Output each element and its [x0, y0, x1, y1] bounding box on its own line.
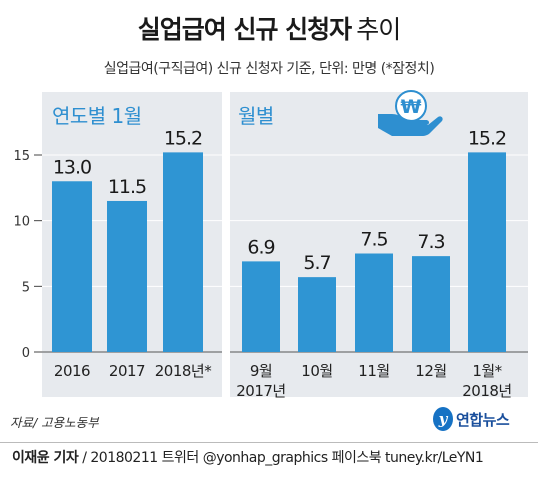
- title-main: 실업급여 신규 신청자: [137, 15, 352, 44]
- yonhap-logo-text: 연합뉴스: [456, 410, 510, 429]
- footer-rest: / 20180211 트위터 @yonhap_graphics 페이스북 tun…: [78, 450, 484, 466]
- won-coin-on-hand-icon: ₩: [378, 90, 443, 136]
- footer-divider: [0, 442, 538, 443]
- bar-monthly: [355, 253, 393, 352]
- x-tick-label: 2018년: [462, 382, 511, 400]
- bar-yearly: [163, 152, 203, 352]
- y-tick-label: 10: [13, 215, 30, 230]
- x-tick-label: 1월*: [472, 362, 502, 380]
- bar-monthly: [468, 152, 506, 352]
- data-label: 11.5: [108, 176, 146, 198]
- data-label: 15.2: [468, 127, 506, 149]
- data-label: 5.7: [303, 252, 330, 274]
- footer-credit: 이재윤 기자 / 20180211 트위터 @yonhap_graphics 페…: [12, 447, 484, 467]
- bar-monthly: [298, 277, 336, 352]
- chart-title: 실업급여 신규 신청자 추이: [0, 10, 538, 46]
- chart-canvas: 0 5 10 15 13.0 2016 11.5 2017 15.2 2018년* 6.9 9월 201…: [13, 127, 528, 400]
- y-tick-label: 15: [13, 149, 30, 164]
- x-tick-label: 9월: [250, 362, 272, 380]
- data-label: 13.0: [53, 156, 91, 178]
- footer-author: 이재윤 기자: [12, 450, 79, 466]
- bar-yearly: [52, 181, 92, 352]
- bar-monthly: [412, 256, 450, 352]
- data-label: 7.5: [360, 229, 387, 251]
- x-tick-label: 10월: [301, 362, 332, 380]
- x-tick-label: 12월: [415, 362, 446, 380]
- x-tick-label: 2017: [109, 362, 145, 380]
- data-label: 15.2: [164, 127, 202, 149]
- chart-subtitle: 실업급여(구직급여) 신규 신청자 기준, 단위: 만명 (*잠정치): [103, 61, 435, 77]
- data-label: 6.9: [247, 236, 274, 258]
- panel-label-monthly: 월별: [238, 104, 274, 128]
- y-tick-label: 5: [22, 280, 30, 295]
- x-tick-label: 2018년*: [155, 362, 212, 380]
- y-tick-label: 0: [22, 346, 30, 361]
- data-label: 7.3: [417, 231, 444, 253]
- panel-label-yearly: 연도별 1월: [52, 104, 142, 128]
- yonhap-logo: y 연합뉴스: [433, 404, 510, 434]
- source-note: 자료/ 고용노동부: [10, 415, 99, 430]
- bar-monthly: [242, 261, 280, 352]
- yonhap-logo-mark: y: [433, 407, 453, 431]
- svg-text:₩: ₩: [401, 96, 422, 118]
- title-suffix: 추이: [356, 15, 401, 44]
- x-tick-label: 2017년: [236, 382, 285, 400]
- x-tick-label: 2016: [54, 362, 90, 380]
- x-tick-label: 11월: [358, 362, 389, 380]
- bar-yearly: [107, 200, 147, 352]
